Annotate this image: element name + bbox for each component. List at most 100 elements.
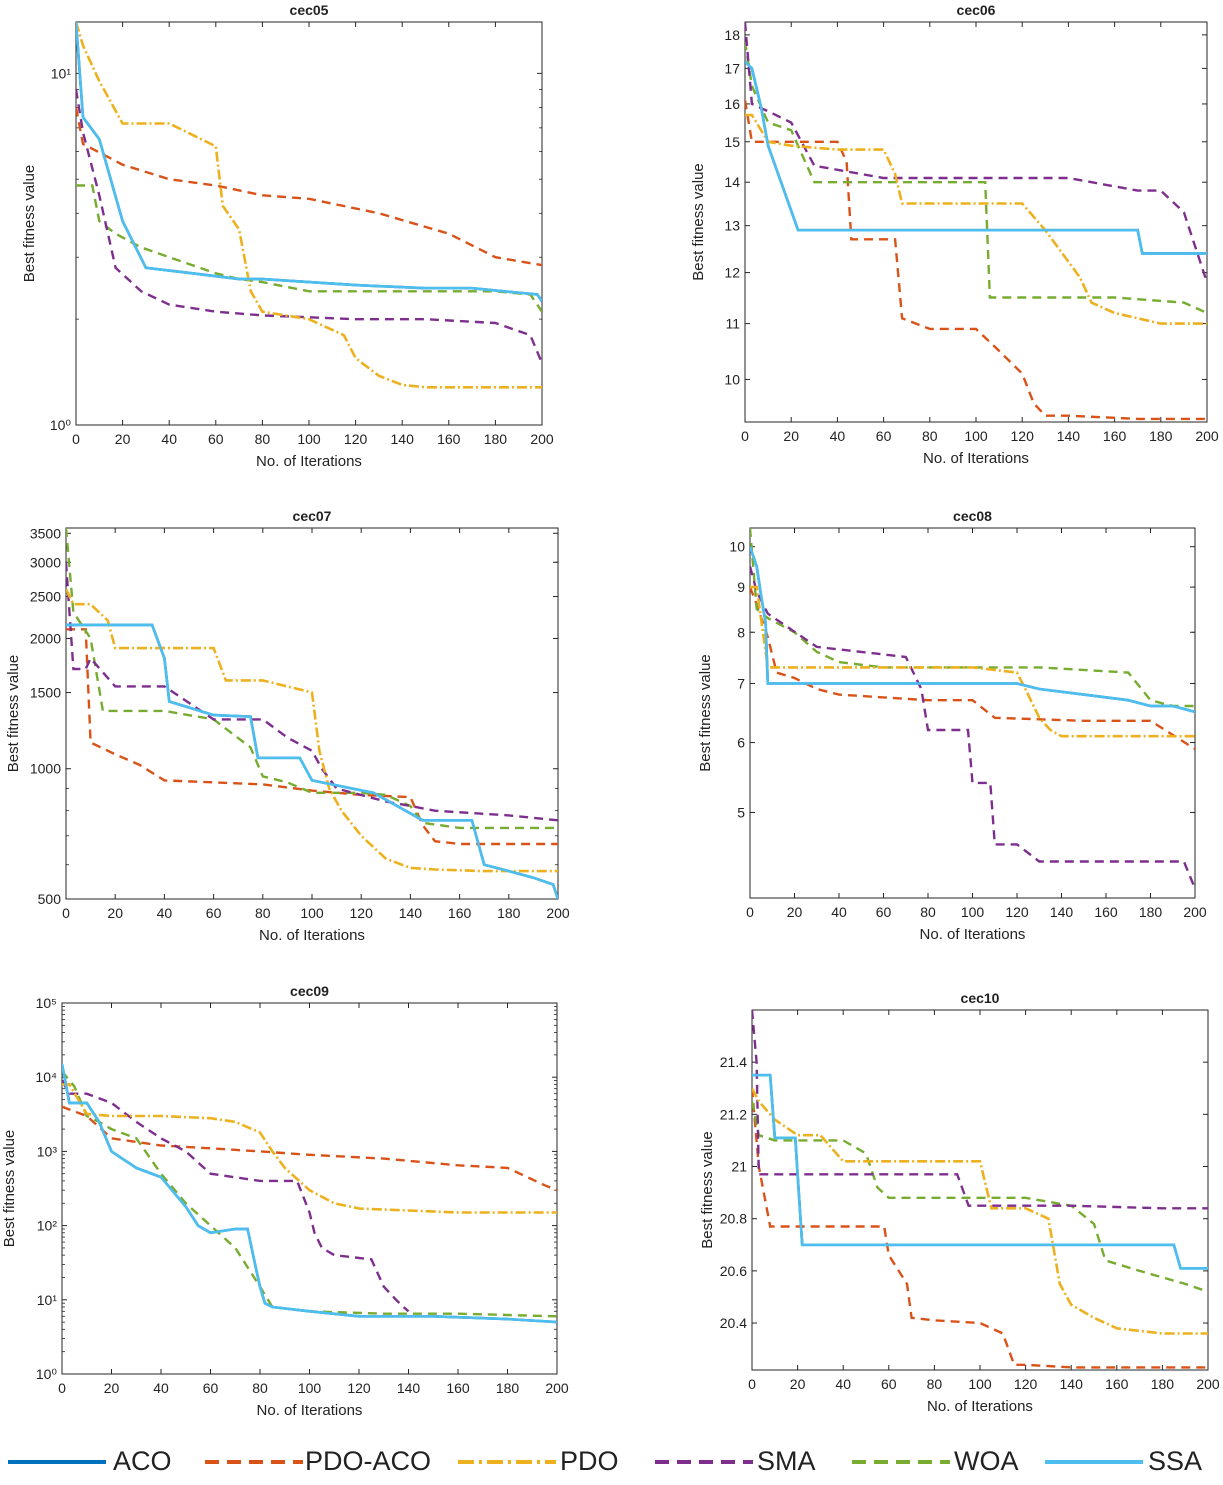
- x-tick-label: 140: [399, 905, 423, 921]
- chart-cec10: cec10 0 20 40 60 80 100 120 140 160 180 200 No. of I…: [699, 990, 1220, 1415]
- y-axis-label: Best fitness value: [699, 1131, 716, 1249]
- y-axis-label: Best fitness value: [5, 655, 22, 773]
- x-tick-label: 40: [153, 1380, 169, 1396]
- series-line-woa: [62, 1070, 557, 1318]
- x-tick-label: 20: [107, 905, 123, 921]
- x-axis-label: No. of Iterations: [927, 1398, 1033, 1415]
- x-tick-label: 20: [783, 428, 799, 444]
- x-tick-label: 180: [1139, 904, 1163, 920]
- plot-area: [75, 21, 543, 426]
- chart-cec06: cec06 0 20 40 60 80 100 120 140 160 180 200 No. of I…: [690, 2, 1219, 467]
- legend-label-pdo: PDO: [560, 1446, 619, 1476]
- series-line-woa: [752, 1101, 1208, 1293]
- y-tick-label: 10⁵: [36, 995, 57, 1011]
- x-tick-label: 200: [1183, 904, 1207, 920]
- series-line-sma: [62, 1080, 410, 1313]
- series-line-ssa: [750, 546, 1195, 714]
- x-axis-label: No. of Iterations: [256, 453, 362, 470]
- x-tick-label: 80: [922, 428, 938, 444]
- x-tick-label: 120: [1005, 904, 1029, 920]
- series-line-pdo-aco: [750, 586, 1195, 751]
- legend-label-woa: WOA: [954, 1446, 1019, 1476]
- chart-cec05: cec05 0 20 40 60 80 100 120 140 160 180 200 No. of I…: [21, 2, 554, 470]
- y-axis-label: Best fitness value: [21, 165, 38, 283]
- x-tick-label: 120: [350, 905, 374, 921]
- x-tick-label: 200: [545, 1380, 569, 1396]
- x-tick-label: 80: [927, 1376, 943, 1392]
- x-tick-label: 180: [497, 905, 521, 921]
- x-tick-label: 160: [1105, 1376, 1129, 1392]
- x-axis-label: No. of Iterations: [923, 450, 1029, 467]
- x-tick-label: 140: [1060, 1376, 1084, 1392]
- series-line-ssa: [745, 60, 1207, 255]
- x-tick-label: 160: [446, 1380, 470, 1396]
- legend-line-pdo-aco: [205, 1460, 303, 1464]
- y-tick-label: 18: [724, 27, 740, 43]
- y-tick-label: 10⁴: [35, 1069, 57, 1085]
- y-tick-label: 10²: [37, 1218, 58, 1234]
- legend-label-sma: SMA: [757, 1446, 816, 1476]
- series-line-sma: [750, 566, 1195, 889]
- series-line-pdo: [76, 22, 542, 389]
- x-tick-label: 180: [1149, 428, 1173, 444]
- y-tick-label: 11: [725, 316, 740, 332]
- chart-title: cec09: [290, 983, 329, 999]
- y-tick-label: 8: [737, 624, 745, 640]
- y-tick-label: 10³: [37, 1143, 58, 1159]
- x-tick-label: 80: [920, 904, 936, 920]
- x-tick-label: 120: [344, 431, 368, 447]
- series-line-pdo-aco: [745, 100, 1207, 421]
- legend-item-woa: WOA: [852, 1440, 1027, 1485]
- x-tick-label: 100: [968, 1376, 992, 1392]
- y-tick-label: 1000: [30, 761, 61, 777]
- x-tick-label: 20: [115, 431, 131, 447]
- x-tick-label: 0: [746, 904, 754, 920]
- x-tick-label: 0: [62, 905, 70, 921]
- series-line-ssa: [752, 1073, 1208, 1270]
- chart-title: cec10: [961, 990, 1000, 1006]
- x-tick-label: 180: [484, 431, 508, 447]
- series-group: [62, 1063, 557, 1324]
- series-line-ssa: [66, 623, 558, 899]
- x-axis-label: No. of Iterations: [259, 927, 365, 944]
- x-tick-label: 160: [437, 431, 461, 447]
- series-group: [76, 22, 542, 389]
- x-tick-label: 40: [830, 428, 846, 444]
- x-tick-label: 0: [72, 431, 80, 447]
- x-tick-label: 0: [741, 428, 749, 444]
- y-tick-label: 9: [737, 579, 745, 595]
- series-line-woa: [745, 41, 1207, 315]
- chart-title: cec07: [293, 508, 332, 524]
- series-group: [745, 22, 1207, 421]
- x-tick-label: 20: [790, 1376, 806, 1392]
- chart-cec08: cec08 0 20 40 60 80 100 120 140 160 180 200 No. of I…: [697, 508, 1207, 943]
- y-tick-label: 13: [724, 218, 740, 234]
- legend-line-ssa: [1045, 1460, 1143, 1464]
- legend-line-pdo: [458, 1460, 556, 1464]
- y-tick-label: 21: [731, 1159, 747, 1175]
- x-tick-label: 60: [876, 428, 892, 444]
- x-tick-label: 40: [831, 904, 847, 920]
- x-tick-label: 100: [300, 905, 324, 921]
- x-tick-label: 120: [1011, 428, 1035, 444]
- y-tick-label: 14: [724, 174, 740, 190]
- y-tick-label: 17: [724, 60, 740, 76]
- y-tick-label: 20.8: [720, 1211, 747, 1227]
- legend-label-ssa: SSA: [1148, 1446, 1203, 1476]
- chart-title: cec08: [953, 508, 992, 524]
- y-axis-label: Best fitness value: [690, 163, 707, 281]
- series-line-pdo-aco: [752, 1088, 1208, 1369]
- x-tick-label: 160: [1094, 904, 1118, 920]
- series-group: [752, 1010, 1208, 1369]
- x-tick-label: 20: [787, 904, 803, 920]
- legend-line-sma: [655, 1460, 753, 1464]
- x-tick-label: 200: [1195, 428, 1219, 444]
- x-tick-label: 140: [397, 1380, 421, 1396]
- y-tick-label: 3500: [30, 525, 61, 541]
- legend-item-aco: ACO: [8, 1440, 178, 1485]
- x-tick-label: 40: [157, 905, 173, 921]
- x-tick-label: 60: [876, 904, 892, 920]
- legend-item-pdo: PDO: [458, 1440, 628, 1485]
- y-tick-label: 2500: [30, 589, 61, 605]
